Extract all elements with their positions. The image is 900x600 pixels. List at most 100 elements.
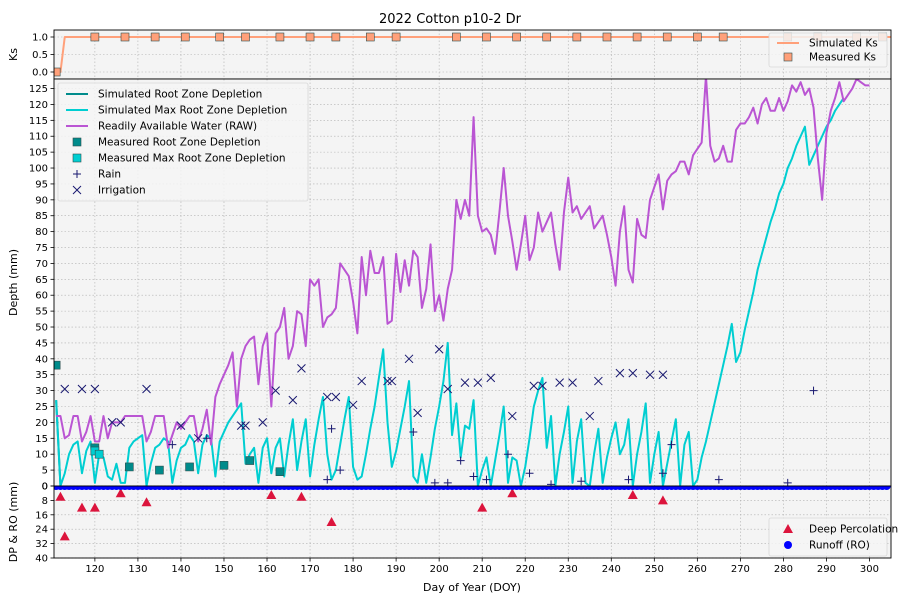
data-point <box>297 363 306 373</box>
x-tick-label: 170 <box>301 564 320 575</box>
data-point <box>125 462 134 472</box>
data-point <box>331 32 341 42</box>
data-point <box>275 467 285 476</box>
y-tick-label: 20 <box>35 418 48 429</box>
data-point <box>215 32 224 42</box>
legend-label: Irrigation <box>98 185 146 197</box>
series-group <box>54 486 891 541</box>
data-point <box>882 486 891 490</box>
legend-label: Simulated Ks <box>809 38 878 50</box>
data-point <box>504 450 513 459</box>
data-point <box>120 32 130 42</box>
y-tick-label: 115 <box>29 116 48 127</box>
x-tick-label: 180 <box>344 564 363 575</box>
y-tick-label: 5 <box>42 466 48 477</box>
y-tick-label: 55 <box>35 307 48 318</box>
y-tick-label: 120 <box>29 100 48 111</box>
data-point <box>89 502 100 512</box>
y-tick-label: 100 <box>29 164 48 175</box>
data-point <box>456 456 465 465</box>
legend-label: Readily Available Water (RAW) <box>98 121 257 133</box>
x-tick-label: 240 <box>602 564 621 575</box>
legend-label: Rain <box>98 169 121 181</box>
legend-swatch <box>73 170 81 178</box>
y-tick-label: 105 <box>29 148 48 159</box>
data-point <box>507 411 517 421</box>
y-tick-label: 85 <box>35 211 48 222</box>
data-point <box>94 449 104 459</box>
data-point <box>236 421 246 430</box>
legend-swatch <box>72 185 82 195</box>
y-tick-label: 50 <box>35 323 48 334</box>
y-tick-label: 90 <box>35 195 48 206</box>
data-point <box>568 378 577 388</box>
data-point <box>662 32 672 42</box>
x-tick-label: 260 <box>688 564 707 575</box>
data-point <box>577 477 586 486</box>
legend: Simulated Ks Measured Ks <box>768 32 888 68</box>
data-point <box>90 32 100 42</box>
data-point <box>176 421 186 430</box>
y-tick-label: 16 <box>35 510 48 521</box>
data-point <box>477 502 488 512</box>
data-point <box>783 478 792 486</box>
series-group <box>54 79 870 486</box>
legend: Deep Percolation (DP) Runoff (RO) <box>768 517 900 557</box>
y-axis-label: Depth (mm) <box>7 249 20 316</box>
y-tick-label: 80 <box>35 227 48 238</box>
data-point <box>185 462 194 472</box>
data-point <box>326 517 337 526</box>
y-tick-label: 40 <box>35 554 48 565</box>
data-point <box>602 32 612 42</box>
data-point <box>430 478 439 486</box>
data-point <box>547 480 556 486</box>
data-point <box>434 344 444 354</box>
data-point <box>658 370 668 380</box>
data-point <box>529 381 539 391</box>
data-point <box>443 384 453 394</box>
legend-swatch <box>72 153 82 163</box>
data-point <box>555 378 564 388</box>
data-point <box>627 490 638 499</box>
x-tick-label: 150 <box>214 564 233 575</box>
x-axis-label: Day of Year (DOY) <box>423 581 521 594</box>
data-point <box>90 384 100 394</box>
data-point <box>296 491 307 501</box>
data-point <box>693 32 702 42</box>
data-point <box>288 395 298 405</box>
data-point <box>512 32 521 42</box>
y-axis-label: DP & RO (mm) <box>7 482 20 563</box>
legend-swatch <box>783 524 793 533</box>
y-tick-label: 65 <box>35 275 48 286</box>
y-tick-label: 75 <box>35 243 48 254</box>
legend-label: Measured Ks <box>809 52 876 64</box>
panel-depletion: 0 5 10 15 20 25 30 35 40 45 50 55 60 65 70 75 80 85 90 95 10… <box>7 78 892 493</box>
series-group <box>54 32 891 77</box>
y-tick-label: 0 <box>42 482 48 493</box>
legend-label: Runoff (RO) <box>809 540 870 552</box>
data-point <box>168 440 177 449</box>
data-point <box>658 469 667 478</box>
y-tick-label: 24 <box>35 525 48 536</box>
data-point <box>657 495 668 505</box>
x-tick-label: 200 <box>430 564 449 575</box>
y-tick-label: 60 <box>35 291 48 302</box>
data-point <box>413 408 422 418</box>
data-point <box>59 531 70 541</box>
legend-label: Measured Root Zone Depletion <box>98 137 261 149</box>
data-point <box>507 488 518 498</box>
x-tick-label: 210 <box>473 564 492 575</box>
y-tick-label: 0.0 <box>32 68 48 79</box>
legend-box <box>57 82 309 202</box>
data-point <box>241 421 250 430</box>
y-tick-label: 25 <box>35 402 48 413</box>
series-line <box>55 97 845 486</box>
chart-title: 2022 Cotton p10-2 Dr <box>379 12 522 27</box>
y-tick-label: 45 <box>35 338 48 349</box>
data-point <box>55 491 66 501</box>
data-point <box>391 32 401 42</box>
panel-dp-ro: 120 130 140 150 160 170 180 190 200 210 220 230 240 2… <box>7 482 900 576</box>
data-point <box>482 475 491 484</box>
x-tick-label: 290 <box>817 564 836 575</box>
